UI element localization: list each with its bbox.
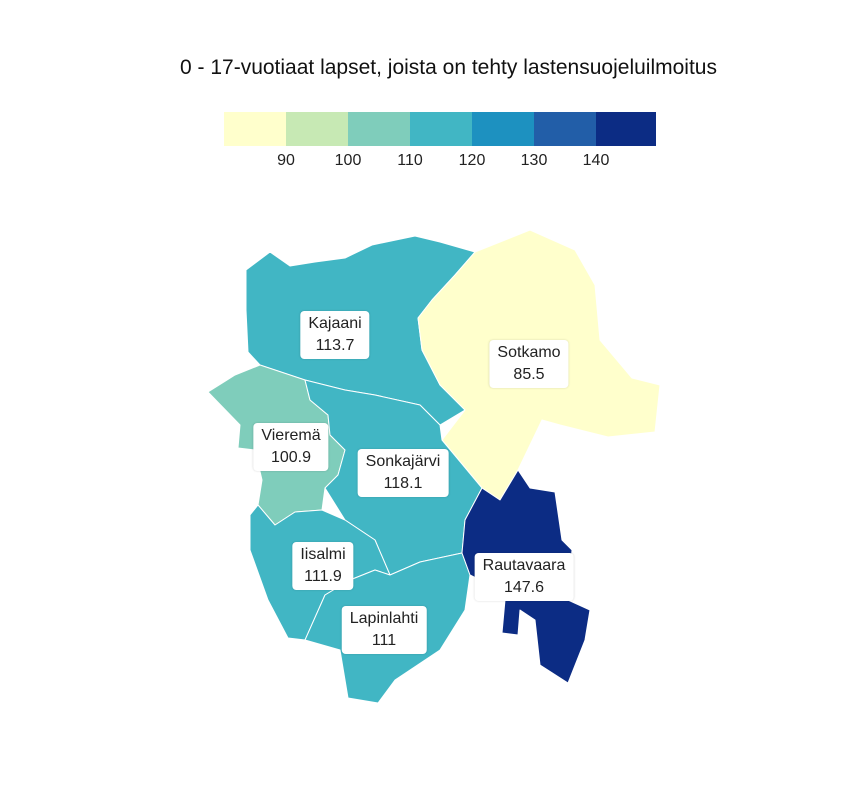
region-label-iisalmi: Iisalmi 111.9: [292, 542, 354, 590]
legend-bin-7: [596, 112, 656, 146]
legend-bin-6: [534, 112, 596, 146]
legend-tick: 100: [334, 152, 362, 169]
region-label-rautavaara: Rautavaara 147.6: [474, 553, 574, 601]
region-name: Vieremä: [261, 427, 321, 444]
region-value: 111: [371, 632, 397, 649]
region-name: Sotkamo: [497, 344, 561, 361]
region-label-sotkamo: Sotkamo 85.5: [489, 340, 569, 388]
legend-bin-4: [410, 112, 472, 146]
region-label-sonkajarvi: Sonkajärvi 118.1: [357, 449, 449, 497]
legend-tick: 130: [520, 152, 548, 169]
region-name: Kajaani: [308, 315, 362, 332]
legend-tick: 90: [277, 152, 295, 169]
region-value: 118.1: [383, 475, 423, 492]
region-name: Iisalmi: [300, 546, 346, 563]
region-value: 85.5: [513, 366, 545, 383]
legend-bin-2: [286, 112, 348, 146]
region-value: 113.7: [315, 337, 355, 354]
legend-tick: 120: [458, 152, 486, 169]
legend-bin-3: [348, 112, 410, 146]
map-title: 0 - 17-vuotiaat lapset, joista on tehty …: [180, 56, 717, 79]
legend-bin-1: [224, 112, 286, 146]
region-name: Lapinlahti: [349, 610, 419, 627]
region-value: 111.9: [304, 568, 342, 585]
region-label-vierema: Vieremä 100.9: [253, 423, 329, 471]
region-label-kajaani: Kajaani 113.7: [300, 311, 370, 359]
region-name: Sonkajärvi: [365, 453, 441, 470]
legend-tick: 140: [582, 152, 610, 169]
region-value: 100.9: [270, 449, 312, 466]
region-value: 147.6: [503, 579, 545, 596]
region-label-lapinlahti: Lapinlahti 111: [341, 606, 427, 654]
legend-bin-5: [472, 112, 534, 146]
region-name: Rautavaara: [482, 557, 566, 574]
legend-tick: 110: [397, 152, 423, 169]
